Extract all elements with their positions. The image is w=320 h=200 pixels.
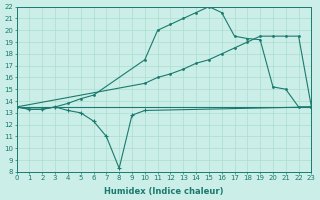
X-axis label: Humidex (Indice chaleur): Humidex (Indice chaleur) xyxy=(104,187,224,196)
